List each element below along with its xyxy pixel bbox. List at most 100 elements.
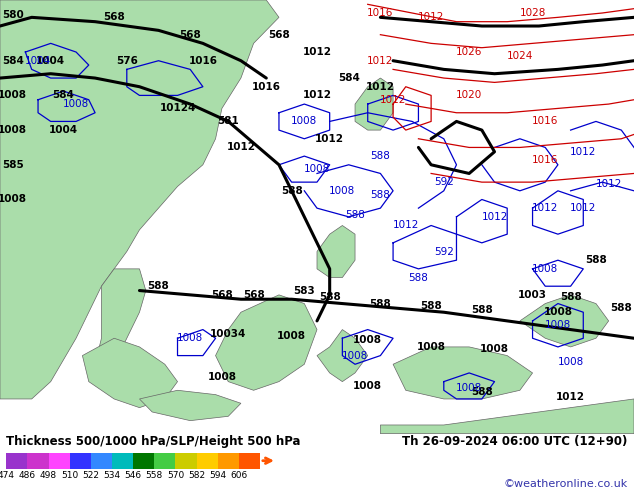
Text: 568: 568	[179, 30, 201, 40]
Text: 1008: 1008	[353, 336, 382, 345]
Text: 588: 588	[281, 186, 302, 196]
Text: 588: 588	[370, 298, 391, 309]
Text: 1008: 1008	[0, 125, 27, 135]
Text: 546: 546	[124, 471, 142, 480]
Text: 588: 588	[345, 210, 365, 220]
Text: 1008: 1008	[417, 342, 446, 352]
Text: 1012: 1012	[366, 82, 395, 92]
Text: 592: 592	[434, 177, 454, 187]
Text: 1012: 1012	[226, 143, 256, 152]
Text: 1003: 1003	[518, 290, 547, 300]
Text: 1012: 1012	[418, 12, 444, 23]
Text: 1004: 1004	[36, 56, 65, 66]
Text: 1008: 1008	[456, 383, 482, 393]
Text: 1008: 1008	[543, 307, 573, 317]
Bar	[154, 453, 176, 468]
Text: 570: 570	[167, 471, 184, 480]
Text: 1008: 1008	[557, 357, 584, 367]
Text: 584: 584	[338, 73, 359, 83]
Text: 584: 584	[2, 56, 23, 66]
Text: 588: 588	[408, 272, 429, 283]
Polygon shape	[95, 269, 146, 382]
Text: 1008: 1008	[277, 331, 306, 341]
Text: 1008: 1008	[207, 372, 236, 382]
Text: 584: 584	[53, 90, 74, 100]
Text: 588: 588	[471, 305, 493, 315]
Text: 1016: 1016	[367, 8, 394, 18]
Text: 1016: 1016	[252, 82, 281, 92]
Text: 1012: 1012	[556, 392, 585, 402]
Text: 1008: 1008	[291, 117, 318, 126]
Text: 581: 581	[217, 117, 239, 126]
Text: 558: 558	[146, 471, 163, 480]
Text: 588: 588	[585, 255, 607, 265]
Text: 1012: 1012	[481, 212, 508, 222]
Polygon shape	[0, 0, 279, 399]
Bar	[27, 453, 49, 468]
Text: 568: 568	[211, 290, 233, 300]
Text: 534: 534	[103, 471, 120, 480]
Polygon shape	[355, 78, 393, 130]
Text: 1012: 1012	[380, 95, 406, 105]
Text: 1012: 1012	[532, 203, 559, 213]
Text: 568: 568	[243, 290, 264, 300]
Text: 594: 594	[209, 471, 226, 480]
Polygon shape	[139, 390, 241, 420]
Text: 588: 588	[560, 292, 581, 302]
Text: 1012: 1012	[367, 56, 394, 66]
Bar	[133, 453, 154, 468]
Text: 568: 568	[103, 12, 125, 23]
Text: 1008: 1008	[0, 195, 27, 204]
Text: 592: 592	[434, 246, 454, 257]
Bar	[6, 453, 27, 468]
Text: 1008: 1008	[532, 264, 559, 274]
Text: 1024: 1024	[507, 51, 533, 61]
Text: 585: 585	[2, 160, 23, 170]
Text: ©weatheronline.co.uk: ©weatheronline.co.uk	[503, 479, 628, 489]
Text: 1008: 1008	[304, 164, 330, 174]
Text: 588: 588	[420, 301, 442, 311]
Polygon shape	[380, 399, 634, 434]
Text: 588: 588	[370, 151, 391, 161]
Text: 1012: 1012	[392, 220, 419, 230]
Text: 10034: 10034	[210, 329, 247, 339]
Text: 588: 588	[319, 292, 340, 302]
Polygon shape	[317, 330, 368, 382]
Polygon shape	[520, 295, 609, 347]
Polygon shape	[393, 347, 533, 399]
Text: 1026: 1026	[456, 47, 482, 57]
Bar	[91, 453, 112, 468]
Text: 522: 522	[82, 471, 100, 480]
Text: 10124: 10124	[159, 103, 196, 113]
Text: 582: 582	[188, 471, 205, 480]
Bar	[197, 453, 217, 468]
Text: 576: 576	[116, 56, 138, 66]
Polygon shape	[216, 295, 317, 390]
Bar	[176, 453, 197, 468]
Text: 1016: 1016	[532, 117, 559, 126]
Text: 1008: 1008	[63, 99, 89, 109]
Text: 588: 588	[471, 388, 493, 397]
Text: 510: 510	[61, 471, 79, 480]
Text: 588: 588	[370, 190, 391, 200]
Text: 1012: 1012	[302, 47, 332, 57]
Text: 606: 606	[230, 471, 247, 480]
Bar	[239, 453, 260, 468]
Text: 1020: 1020	[456, 90, 482, 100]
Text: 1012: 1012	[302, 90, 332, 100]
Text: Th 26-09-2024 06:00 UTC (12+90): Th 26-09-2024 06:00 UTC (12+90)	[403, 435, 628, 448]
Text: 568: 568	[268, 30, 290, 40]
Text: 588: 588	[148, 281, 169, 291]
Text: 1028: 1028	[519, 8, 546, 18]
Text: 1004: 1004	[49, 125, 78, 135]
Text: Thickness 500/1000 hPa/SLP/Height 500 hPa: Thickness 500/1000 hPa/SLP/Height 500 hP…	[6, 435, 301, 448]
Bar	[49, 453, 70, 468]
Text: 1008: 1008	[353, 381, 382, 391]
Bar	[70, 453, 91, 468]
Text: 1016: 1016	[188, 56, 217, 66]
Text: 1008: 1008	[329, 186, 356, 196]
Text: 1008: 1008	[342, 350, 368, 361]
Text: 498: 498	[40, 471, 57, 480]
Text: 1012: 1012	[595, 179, 622, 189]
Bar	[217, 453, 239, 468]
